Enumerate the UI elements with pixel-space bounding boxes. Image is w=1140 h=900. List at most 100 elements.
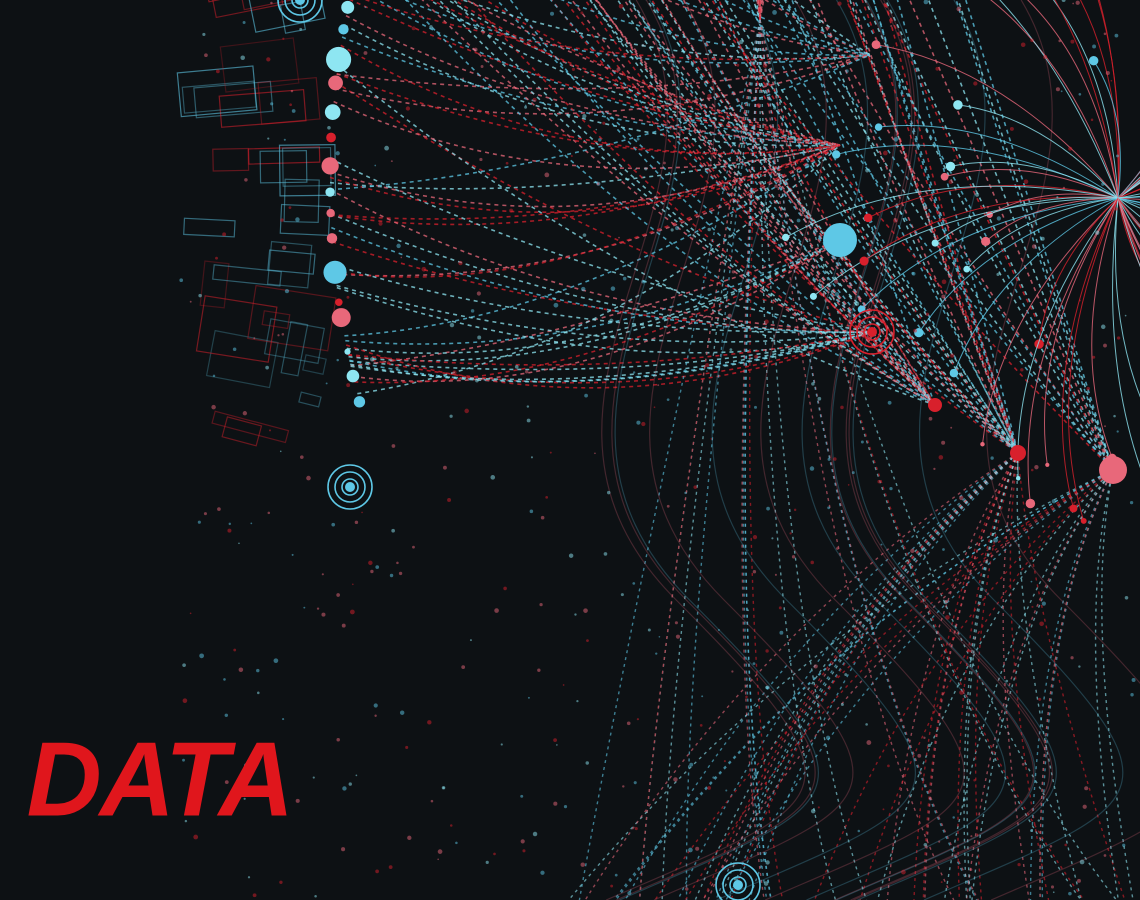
- particle-dot: [779, 630, 784, 635]
- target-ring-icon: [863, 323, 881, 341]
- particle-dot: [804, 163, 810, 169]
- particle-dot: [1095, 230, 1100, 235]
- particle-dot: [1031, 605, 1034, 608]
- starburst-node: [863, 213, 873, 223]
- particle-dot: [335, 151, 340, 156]
- particle-dot: [1041, 601, 1046, 606]
- starburst-node: [832, 150, 841, 159]
- particle-dot: [632, 582, 636, 585]
- dashed-connection: [345, 331, 874, 389]
- particle-dot: [1020, 42, 1026, 48]
- wave-line: [649, 0, 854, 900]
- particle-dot: [880, 543, 883, 546]
- particle-dot: [437, 849, 443, 854]
- dashed-connection: [755, 0, 761, 21]
- particle-dot: [374, 714, 377, 717]
- particle-dot: [449, 824, 453, 827]
- starburst-line: [934, 196, 1119, 244]
- particle-dot: [569, 23, 572, 26]
- particle-dot: [449, 322, 455, 328]
- particle-dot: [610, 286, 616, 291]
- particle-dot: [968, 649, 972, 653]
- particle-dot: [1068, 891, 1072, 896]
- particle-dot: [396, 561, 399, 565]
- particle-dot: [429, 25, 433, 29]
- particle-dot: [763, 220, 767, 224]
- starburst-node: [940, 172, 949, 181]
- particle-dot: [238, 542, 240, 545]
- particle-dot: [1075, 0, 1080, 5]
- particle-dot: [866, 740, 872, 745]
- particle-dot: [840, 405, 844, 410]
- starburst-line: [1117, 170, 1140, 199]
- particle-dot: [549, 451, 552, 454]
- starburst-line: [813, 197, 1119, 297]
- dashed-connection: [350, 331, 874, 381]
- particle-dot: [549, 11, 555, 16]
- particle-dot: [598, 138, 602, 142]
- arc-node: [353, 396, 366, 408]
- particle-dot: [647, 25, 650, 29]
- dashed-connection: [707, 452, 1019, 900]
- target-ring-icon: [291, 0, 309, 9]
- particle-dot: [480, 65, 484, 68]
- particle-dot: [1086, 386, 1090, 391]
- particle-dot: [620, 593, 624, 597]
- particle-dot: [233, 648, 237, 652]
- dashed-connection: [403, 0, 871, 64]
- dashed-connection: [741, 19, 765, 900]
- starburst-line: [785, 185, 1119, 238]
- particle-dot: [179, 278, 184, 283]
- particle-dot: [265, 365, 269, 370]
- dashed-connection: [350, 239, 841, 367]
- particle-dot: [1104, 425, 1106, 428]
- dashed-connection: [727, 452, 1019, 900]
- dashed-connection: [430, 0, 841, 146]
- particle-dot: [860, 440, 864, 444]
- data-block-rect: [176, 65, 258, 118]
- particle-dot: [614, 873, 618, 877]
- particle-dot: [277, 334, 280, 337]
- data-block-rect: [193, 80, 274, 119]
- particle-dot: [407, 835, 412, 840]
- particle-dot: [923, 205, 928, 210]
- particle-dot: [500, 743, 503, 746]
- particle-dot: [346, 383, 351, 388]
- particle-dot: [586, 639, 589, 642]
- starburst-line: [861, 197, 1119, 310]
- particle-dot: [953, 159, 956, 162]
- wave-line: [829, 0, 1034, 900]
- particle-dot: [986, 362, 990, 365]
- hub-node: [1099, 456, 1127, 484]
- dashed-connection: [344, 144, 841, 337]
- particle-dot: [284, 288, 290, 294]
- particle-dot: [473, 47, 478, 52]
- starburst-node: [871, 40, 881, 50]
- particle-dot: [756, 103, 761, 108]
- dashed-connection: [345, 14, 841, 146]
- particle-dot: [1058, 341, 1060, 344]
- particle-dot: [1050, 885, 1055, 889]
- starburst-node: [781, 233, 790, 242]
- particle-dot: [1103, 32, 1107, 36]
- starburst-line: [1117, 171, 1140, 199]
- particle-dot: [539, 603, 543, 607]
- particle-dot: [887, 764, 890, 768]
- particle-dot: [1103, 343, 1107, 348]
- particle-dot: [375, 869, 379, 874]
- particle-dot: [924, 785, 926, 788]
- particle-dot: [211, 404, 216, 410]
- particle-dot: [618, 3, 624, 9]
- particle-dot: [804, 209, 807, 212]
- dashed-connection: [349, 331, 874, 371]
- particle-dot: [464, 408, 469, 414]
- particle-dot: [684, 491, 687, 495]
- particle-dot: [242, 411, 248, 416]
- dashed-connection: [348, 239, 841, 362]
- particle-dot: [927, 743, 931, 748]
- particle-dot: [524, 104, 527, 107]
- target-center: [867, 327, 877, 337]
- dashed-connection: [357, 144, 841, 395]
- dashed-connection: [376, 0, 841, 146]
